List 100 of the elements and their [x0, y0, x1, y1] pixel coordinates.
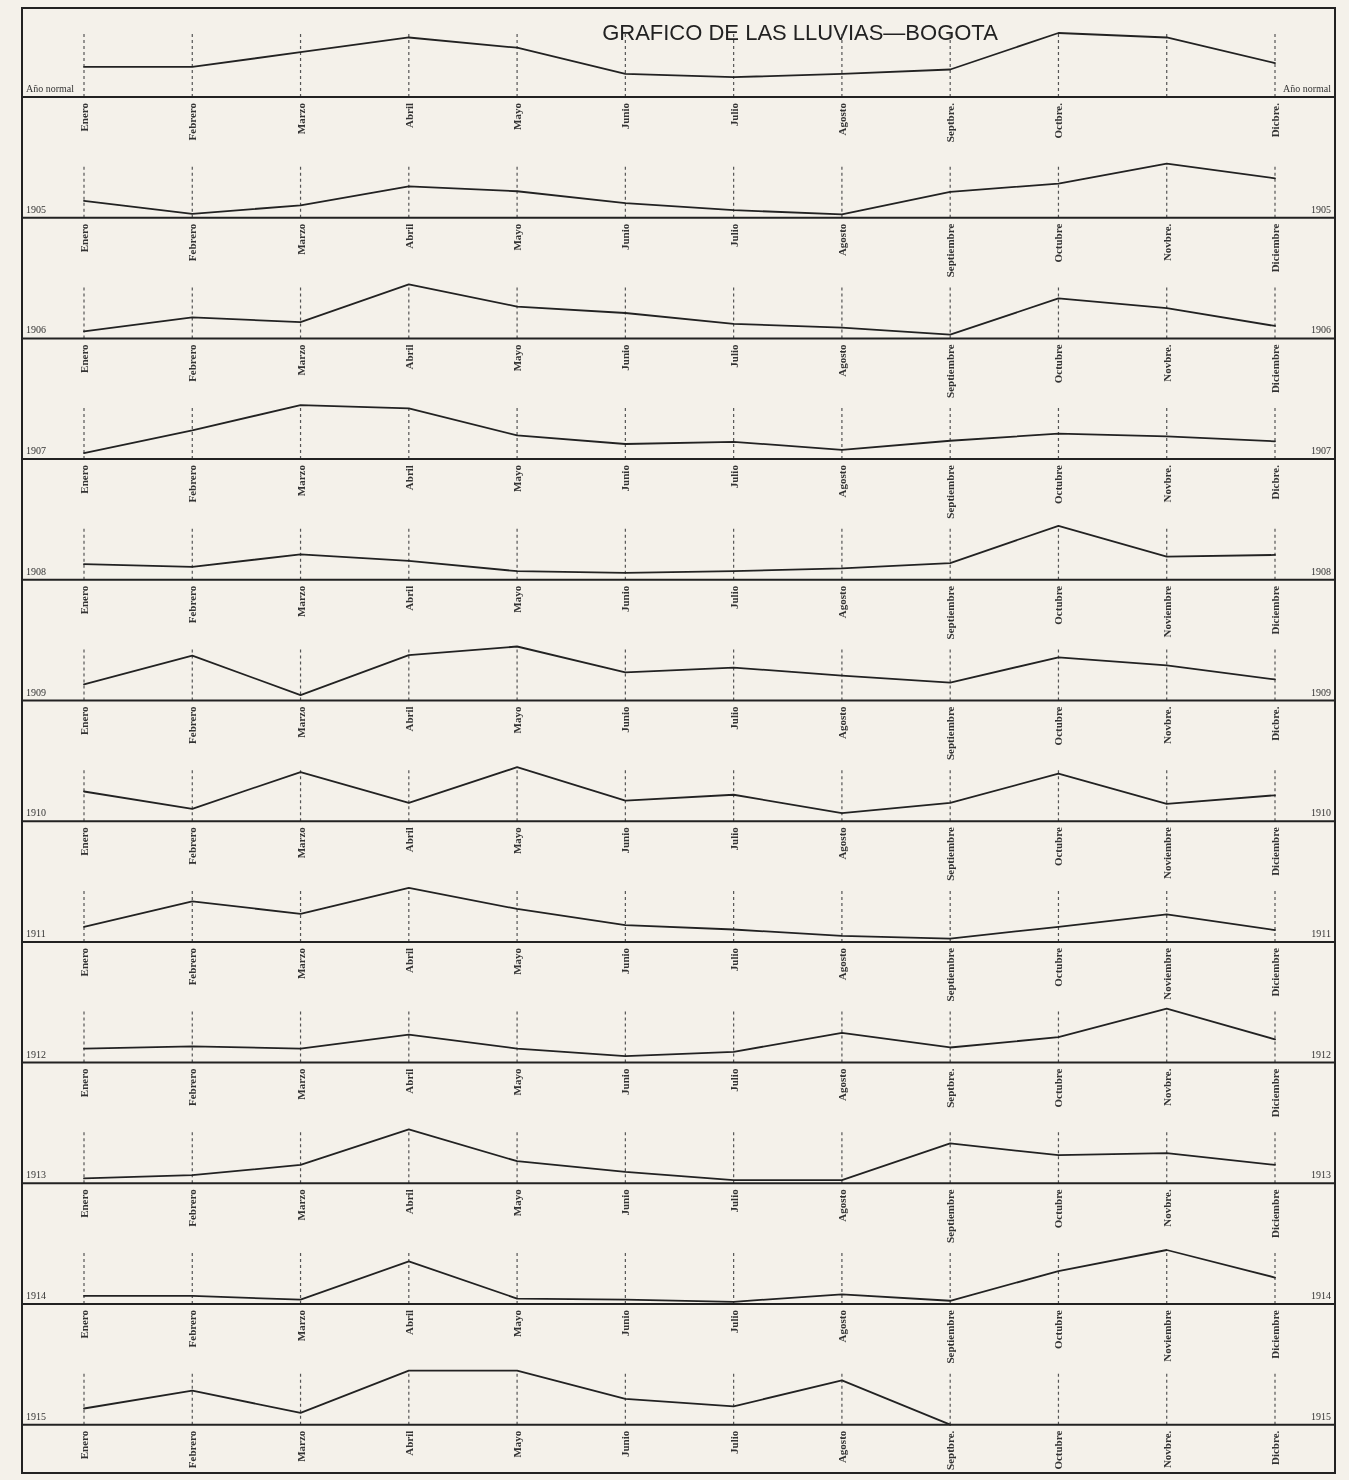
x-tick-label: Novbre.: [1160, 1068, 1173, 1106]
x-tick-label: Diciembre: [1269, 223, 1281, 273]
x-tick-label: Enero: [78, 223, 90, 253]
x-tick-label: Febrero: [186, 102, 199, 141]
x-tick-label: Enero: [78, 1068, 90, 1098]
x-tick-label: Mayo: [511, 585, 524, 613]
x-tick-label: Marzo: [294, 343, 307, 376]
x-tick-label: Marzo: [294, 223, 307, 255]
x-tick-label: Febrero: [186, 1188, 199, 1227]
x-tick-label: Agosto: [835, 585, 848, 619]
x-tick-label: Enero: [78, 102, 90, 132]
x-tick-label: Diciembre: [1269, 827, 1281, 876]
x-tick-label: Enero: [78, 343, 90, 373]
x-tick-label: Diciembre: [1269, 1068, 1281, 1118]
x-tick-label: Diciembre: [1269, 344, 1281, 394]
x-tick-label: Septiembre: [944, 344, 957, 398]
x-tick-label: Julio: [727, 1430, 740, 1454]
x-tick-label: Agosto: [835, 223, 848, 257]
x-tick-label: Enero: [78, 947, 90, 977]
x-tick-label: Junio: [619, 102, 632, 130]
x-tick-label: Julio: [727, 1188, 740, 1213]
x-tick-label: Julio: [727, 585, 740, 610]
x-tick-label: Junio: [619, 464, 632, 492]
text: 1913: [1311, 1169, 1331, 1181]
x-tick-label: Febrero: [186, 947, 199, 986]
x-tick-label: Octubre: [1052, 1189, 1065, 1229]
x-tick-label: Marzo: [294, 1068, 307, 1100]
x-tick-label: Octubre: [1052, 464, 1065, 505]
y-axis-title: 1909: [26, 686, 46, 698]
x-tick-label: Abril: [402, 706, 415, 732]
x-tick-label: Julio: [727, 706, 740, 730]
x-tick-label: Abril: [402, 223, 415, 249]
x-tick-label: Febrero: [186, 343, 199, 382]
x-tick-label: Marzo: [294, 1188, 307, 1221]
x-tick-label: Junio: [619, 1188, 632, 1216]
x-tick-label: Marzo: [294, 585, 307, 617]
x-tick-label: Abril: [402, 1189, 415, 1215]
x-tick-label: Enero: [78, 1309, 90, 1339]
x-tick-label: Noviembre: [1160, 827, 1173, 879]
x-tick-label: Enero: [78, 1430, 90, 1460]
x-tick-label: Agosto: [835, 102, 848, 136]
text: 1909: [1311, 686, 1331, 698]
x-tick-label: Agosto: [835, 1309, 848, 1343]
x-tick-label: Marzo: [294, 706, 307, 738]
x-tick-label: Diciembre: [1269, 585, 1281, 635]
x-tick-label: Novbre.: [1160, 1189, 1173, 1227]
x-tick-label: Octbre.: [1052, 102, 1065, 139]
x-tick-label: Novbre.: [1160, 344, 1173, 382]
x-tick-label: Abril: [402, 465, 415, 491]
x-tick-label: Enero: [78, 1188, 90, 1218]
x-tick-label: Octubre: [1052, 706, 1065, 746]
x-tick-label: Febrero: [186, 1309, 199, 1348]
x-tick-label: Septbre.: [944, 102, 957, 143]
x-tick-label: Mayo: [511, 706, 524, 734]
x-tick-label: Mayo: [511, 1309, 524, 1337]
x-tick-label: Dicbre.: [1269, 464, 1281, 500]
x-tick-label: Junio: [619, 706, 632, 733]
x-tick-label: Mayo: [511, 343, 524, 372]
x-tick-label: Septiembre: [944, 1309, 957, 1364]
x-tick-label: Agosto: [835, 464, 848, 498]
y-axis-title: 1907: [26, 445, 46, 457]
x-tick-label: Julio: [727, 223, 740, 247]
x-tick-label: Febrero: [186, 223, 199, 262]
y-axis-title: 1906: [26, 324, 46, 336]
y-axis-title: 1914: [26, 1290, 46, 1301]
x-tick-label: Novbre.: [1160, 706, 1173, 744]
x-tick-label: Mayo: [511, 223, 524, 251]
x-tick-label: Agosto: [835, 1188, 848, 1222]
y-axis-title: 1905: [26, 203, 46, 215]
x-tick-label: Diciembre: [1269, 1189, 1281, 1238]
x-tick-label: Abril: [402, 585, 415, 611]
x-tick-label: Agosto: [835, 706, 848, 739]
x-tick-label: Julio: [727, 1068, 740, 1092]
x-tick-label: Mayo: [511, 947, 524, 975]
text: 1915: [1311, 1410, 1331, 1422]
x-tick-label: Septiembre: [944, 1189, 957, 1243]
y-axis-title: 1913: [26, 1169, 46, 1181]
x-tick-label: Abril: [402, 1310, 415, 1336]
x-tick-label: Mayo: [511, 1430, 524, 1458]
x-tick-label: Julio: [727, 464, 740, 489]
x-tick-label: Novbre.: [1160, 223, 1173, 262]
text: 1910: [1311, 807, 1331, 819]
y-axis-title: 1908: [26, 565, 46, 577]
x-tick-label: Septbre.: [944, 1430, 957, 1470]
text: 1905: [1311, 203, 1331, 215]
x-tick-label: Dicbre.: [1269, 102, 1281, 138]
x-tick-label: Marzo: [294, 464, 307, 497]
x-tick-label: Mayo: [511, 102, 524, 130]
x-tick-label: Febrero: [186, 826, 199, 865]
text: 1914: [1311, 1290, 1331, 1301]
x-tick-label: Dicbre.: [1269, 1430, 1281, 1466]
x-tick-label: Abril: [402, 947, 415, 973]
x-tick-label: Julio: [727, 1309, 740, 1334]
text: 1906: [1311, 324, 1331, 336]
x-tick-label: Junio: [619, 1430, 632, 1457]
x-tick-label: Dicbre.: [1269, 706, 1281, 741]
x-tick-label: Mayo: [511, 826, 524, 855]
x-tick-label: Septiembre: [944, 585, 957, 640]
x-tick-label: Junio: [619, 585, 632, 613]
x-tick-label: Enero: [78, 706, 90, 736]
